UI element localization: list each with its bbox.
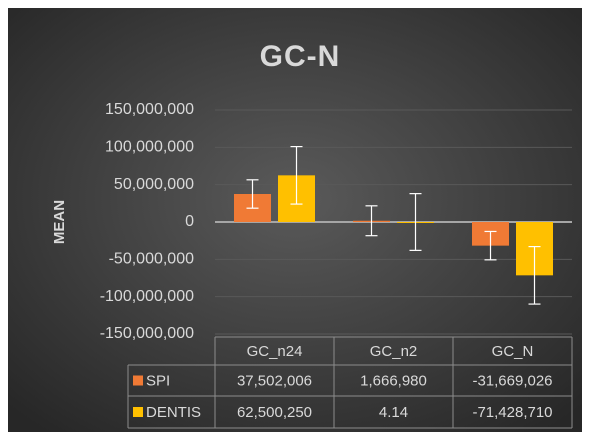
error-bar (290, 145, 303, 205)
y-tick-label: 50,000,000 (114, 176, 194, 193)
error-bar (365, 205, 378, 237)
table-value: -31,669,026 (472, 372, 552, 389)
legend-swatch (133, 407, 143, 417)
legend-swatch (133, 375, 143, 386)
legend-label: SPI (146, 372, 170, 389)
y-tick-label: -150,000,000 (100, 325, 194, 342)
x-tick-label: GC_n24 (247, 343, 303, 360)
y-tick-label: -50,000,000 (109, 251, 195, 268)
table-value: 37,502,006 (237, 372, 312, 389)
error-bar (246, 179, 259, 209)
table-value: 62,500,250 (237, 404, 312, 421)
error-bar (484, 230, 497, 261)
x-tick-label: GC_N (492, 343, 534, 360)
y-tick-label: 0 (185, 213, 194, 230)
table-value: 1,666,980 (360, 372, 427, 389)
chart-title: GC-N (260, 40, 341, 73)
table-value: -71,428,710 (472, 404, 552, 421)
y-tick-label: 150,000,000 (105, 101, 194, 118)
y-tick-label: -100,000,000 (100, 288, 194, 305)
y-tick-label: 100,000,000 (105, 139, 194, 156)
x-tick-label: GC_n2 (370, 343, 418, 360)
table-value: 4.14 (379, 404, 408, 421)
error-bar (528, 245, 541, 305)
y-axis-label: MEAN (51, 200, 68, 244)
legend-label: DENTIS (146, 404, 201, 421)
error-bar (409, 193, 422, 251)
